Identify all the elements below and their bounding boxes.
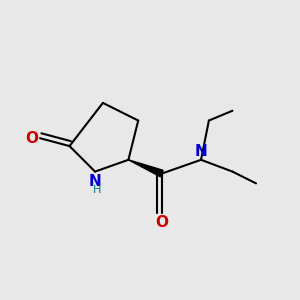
Polygon shape [128,160,163,177]
Text: H: H [93,185,101,195]
Text: O: O [155,215,168,230]
Text: O: O [25,131,38,146]
Text: N: N [195,144,207,159]
Text: N: N [89,174,101,189]
